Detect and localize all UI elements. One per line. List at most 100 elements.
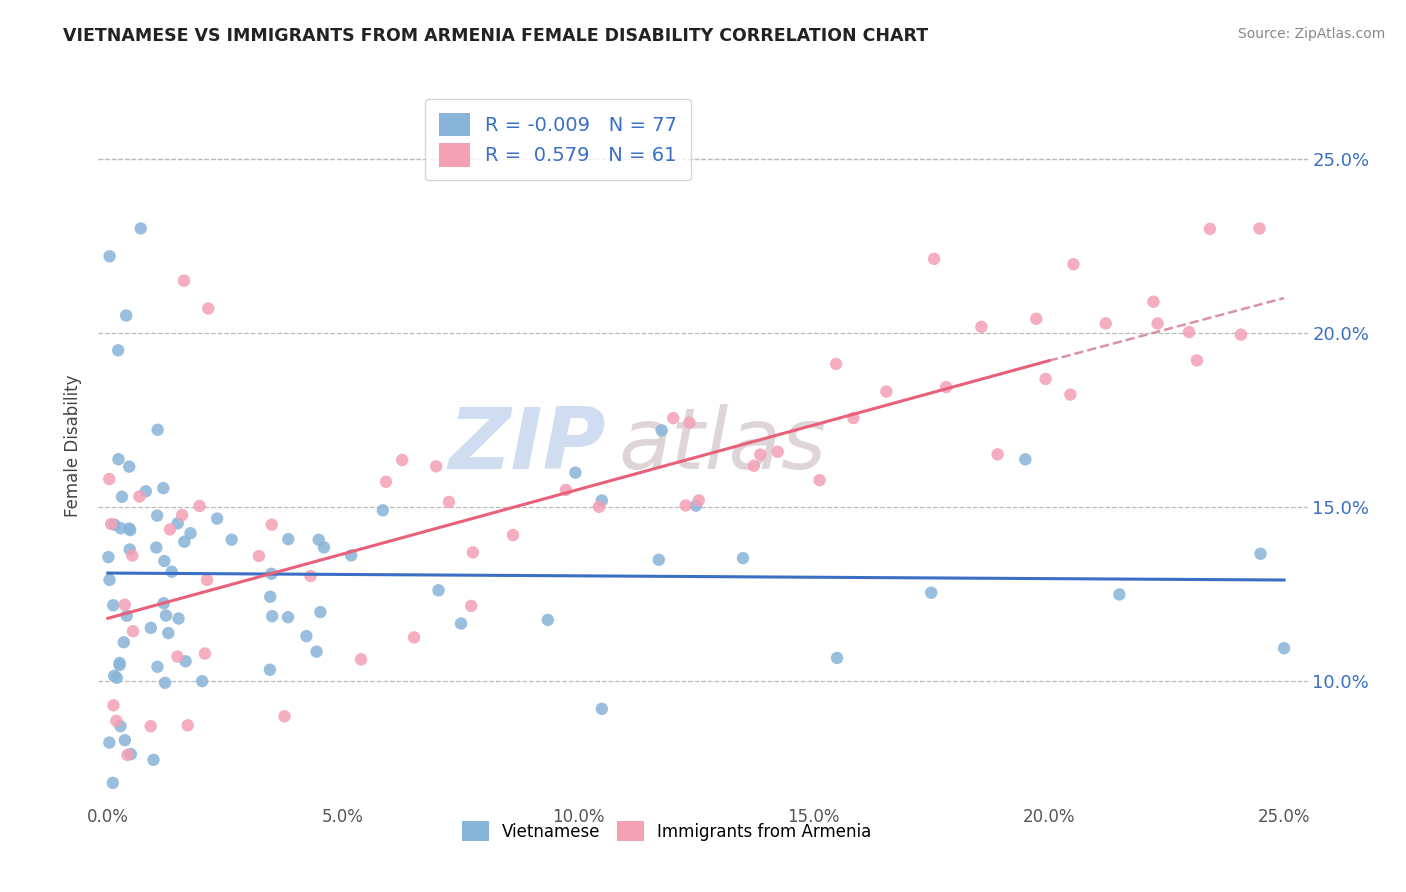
Point	[112, 635, 135, 649]
Point	[842, 411, 865, 425]
Point	[299, 569, 322, 583]
Y-axis label: Female Disability: Female Disability	[65, 375, 83, 517]
Point	[1142, 294, 1164, 309]
Point	[107, 343, 129, 358]
Point	[678, 416, 700, 430]
Point	[277, 532, 299, 546]
Point	[105, 714, 128, 728]
Point	[191, 674, 214, 689]
Point	[1185, 353, 1208, 368]
Point	[987, 447, 1010, 461]
Point	[114, 733, 136, 747]
Point	[350, 652, 373, 666]
Point	[1094, 317, 1116, 331]
Point	[100, 516, 122, 531]
Point	[1146, 317, 1168, 331]
Point	[1199, 222, 1222, 236]
Point	[115, 608, 138, 623]
Point	[170, 508, 193, 522]
Point	[1035, 372, 1057, 386]
Point	[103, 599, 125, 613]
Point	[155, 608, 177, 623]
Point	[167, 611, 190, 625]
Point	[970, 319, 993, 334]
Point	[404, 631, 426, 645]
Point	[295, 629, 318, 643]
Point	[114, 598, 136, 612]
Text: ZIP: ZIP	[449, 404, 606, 488]
Point	[259, 590, 281, 604]
Point	[808, 473, 831, 487]
Point	[502, 528, 524, 542]
Point	[1249, 221, 1271, 235]
Point	[554, 483, 576, 497]
Point	[651, 423, 673, 437]
Point	[166, 516, 188, 531]
Point	[461, 545, 484, 559]
Point	[591, 702, 613, 716]
Point	[537, 613, 560, 627]
Point	[194, 647, 217, 661]
Point	[450, 616, 472, 631]
Point	[1025, 311, 1047, 326]
Point	[1014, 452, 1036, 467]
Point	[173, 274, 195, 288]
Point	[375, 475, 398, 489]
Point	[197, 301, 219, 316]
Point	[195, 573, 218, 587]
Point	[259, 663, 281, 677]
Point	[742, 458, 765, 473]
Point	[875, 384, 897, 399]
Point	[110, 719, 132, 733]
Point	[273, 709, 295, 723]
Point	[260, 566, 283, 581]
Point	[221, 533, 243, 547]
Point	[118, 459, 141, 474]
Point	[688, 493, 710, 508]
Point	[662, 411, 685, 425]
Point	[118, 522, 141, 536]
Point	[340, 549, 363, 563]
Point	[648, 553, 671, 567]
Point	[146, 660, 169, 674]
Point	[247, 549, 270, 563]
Point	[108, 656, 131, 670]
Point	[104, 517, 127, 532]
Point	[177, 718, 200, 732]
Point	[591, 493, 613, 508]
Point	[437, 495, 460, 509]
Point	[145, 541, 167, 555]
Point	[135, 484, 157, 499]
Point	[103, 669, 125, 683]
Point	[152, 596, 174, 610]
Point	[749, 448, 772, 462]
Point	[309, 605, 332, 619]
Point	[1272, 641, 1295, 656]
Point	[111, 490, 134, 504]
Point	[766, 444, 789, 458]
Point	[128, 490, 150, 504]
Point	[308, 533, 330, 547]
Point	[122, 624, 145, 639]
Point	[108, 658, 131, 673]
Point	[97, 550, 120, 565]
Point	[98, 472, 121, 486]
Point	[305, 645, 328, 659]
Text: VIETNAMESE VS IMMIGRANTS FROM ARMENIA FEMALE DISABILITY CORRELATION CHART: VIETNAMESE VS IMMIGRANTS FROM ARMENIA FE…	[63, 27, 928, 45]
Point	[391, 453, 413, 467]
Point	[1250, 547, 1272, 561]
Point	[731, 551, 754, 566]
Point	[157, 626, 180, 640]
Point	[188, 499, 211, 513]
Point	[129, 221, 152, 235]
Point	[173, 534, 195, 549]
Point	[146, 423, 169, 437]
Point	[115, 309, 138, 323]
Point	[153, 675, 176, 690]
Point	[166, 649, 188, 664]
Point	[920, 586, 942, 600]
Point	[260, 517, 283, 532]
Point	[371, 503, 394, 517]
Text: atlas: atlas	[619, 404, 827, 488]
Point	[935, 380, 957, 394]
